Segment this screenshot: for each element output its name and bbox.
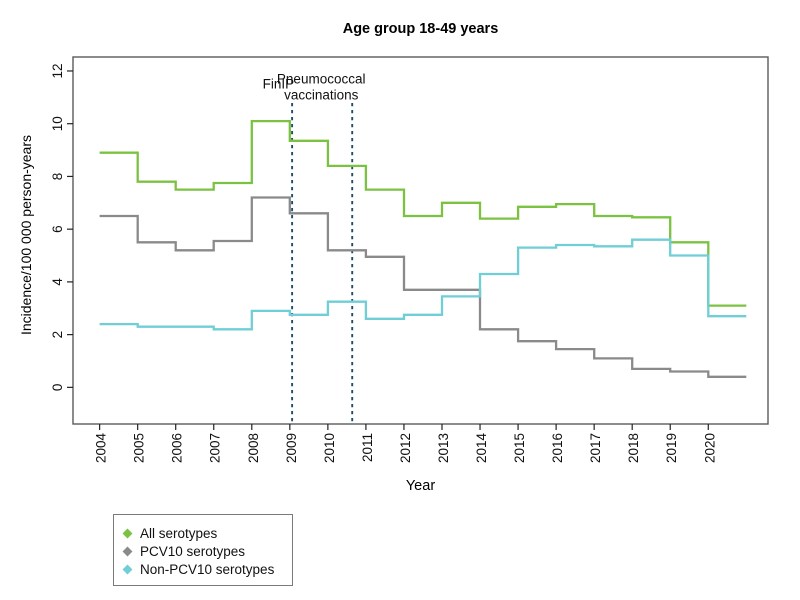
x-tick-label-2008: 2008 xyxy=(246,433,261,463)
annotation-text: Pneumococcal xyxy=(277,72,366,87)
y-tick-label-10: 10 xyxy=(50,116,65,131)
legend-box: All serotypes PCV10 serotypes Non-PCV10 … xyxy=(113,514,293,586)
y-tick-label-2: 2 xyxy=(50,331,65,339)
y-tick-label-12: 12 xyxy=(50,63,65,78)
x-tick-label-2019: 2019 xyxy=(664,433,679,463)
x-tick-label-2013: 2013 xyxy=(436,433,451,463)
legend-label: Non-PCV10 serotypes xyxy=(140,561,275,577)
x-tick-label-2004: 2004 xyxy=(94,433,109,464)
x-tick-label-2018: 2018 xyxy=(626,433,641,463)
x-tick-label-2007: 2007 xyxy=(208,433,223,463)
series-path-non-pcv10-serotypes xyxy=(99,238,747,331)
plot-box xyxy=(72,56,769,425)
x-tick-label-2014: 2014 xyxy=(474,433,489,464)
y-tick-label-0: 0 xyxy=(50,384,65,392)
x-tick-label-2006: 2006 xyxy=(170,433,185,463)
x-tick-label-2017: 2017 xyxy=(588,433,603,463)
annotation-text: vaccinations xyxy=(284,88,359,103)
x-tick-label-2020: 2020 xyxy=(702,433,717,463)
x-tick-label-2012: 2012 xyxy=(398,433,413,463)
y-tick-label-6: 6 xyxy=(50,225,65,233)
x-tick-label-2005: 2005 xyxy=(132,433,147,463)
legend-item-non-pcv10-serotypes: Non-PCV10 serotypes xyxy=(114,560,292,578)
legend-label: All serotypes xyxy=(140,525,218,541)
y-tick-label-4: 4 xyxy=(50,278,65,286)
diamond-marker-icon xyxy=(122,546,133,556)
legend-label: PCV10 serotypes xyxy=(140,543,246,559)
x-tick-label-2010: 2010 xyxy=(322,433,337,463)
x-tick-label-2016: 2016 xyxy=(550,433,565,463)
diamond-marker-icon xyxy=(122,528,133,538)
x-tick-label-2011: 2011 xyxy=(360,433,375,462)
series-path-all-serotypes xyxy=(99,119,747,307)
diamond-marker-icon xyxy=(122,564,133,574)
x-tick-label-2009: 2009 xyxy=(284,433,299,463)
y-tick-label-8: 8 xyxy=(50,173,65,181)
x-axis-title: Year xyxy=(405,478,436,494)
chart-title: Age group 18-49 years xyxy=(342,21,499,37)
legend-item-pcv10-serotypes: PCV10 serotypes xyxy=(114,542,292,560)
x-tick-label-2015: 2015 xyxy=(512,433,527,463)
legend-item-all-serotypes: All serotypes xyxy=(114,524,292,542)
y-axis-title: Incidence/100 000 person-years xyxy=(18,134,34,336)
series-path-pcv10-serotypes xyxy=(99,196,747,378)
annotation-text: FinIP xyxy=(263,77,295,92)
